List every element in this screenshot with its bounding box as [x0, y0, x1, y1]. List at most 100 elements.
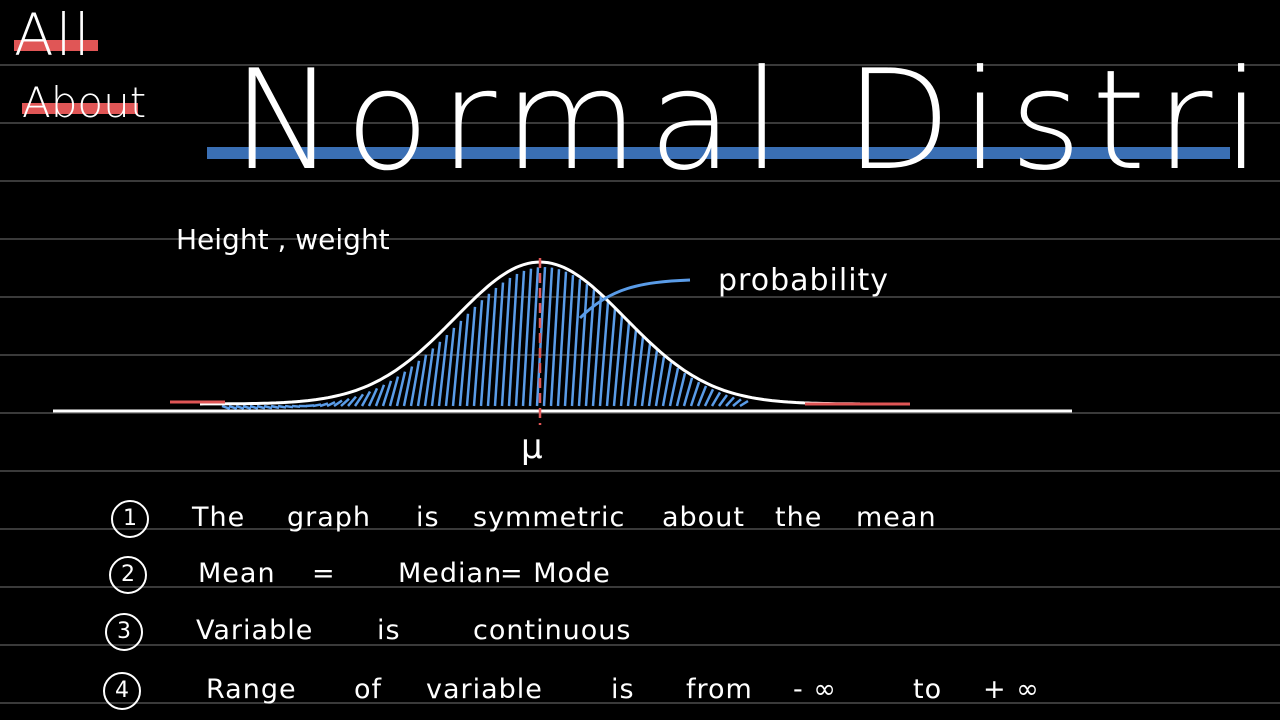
shade-stroke: [570, 279, 582, 407]
shade-stroke: [528, 267, 540, 407]
shade-stroke: [270, 404, 280, 410]
shade-stroke: [249, 404, 259, 410]
property-row: 2 Mean = Median = Mode: [0, 0, 1280, 594]
shade-stroke: [353, 393, 365, 407]
shade-stroke: [437, 334, 449, 407]
property-row: 1 The graph is symmetric about the mean: [0, 0, 1280, 538]
shade-stroke: [367, 387, 379, 407]
property-word: Range: [206, 674, 297, 705]
shade-stroke: [326, 400, 336, 408]
shade-stroke: [626, 329, 638, 407]
shade-stroke: [409, 360, 421, 407]
property-word: variable: [426, 674, 543, 705]
shade-stroke: [500, 277, 512, 407]
shade-stroke: [605, 308, 617, 407]
shade-stroke: [675, 372, 687, 407]
shade-stroke: [458, 313, 470, 407]
shade-stroke: [584, 289, 596, 407]
shade-stroke: [717, 394, 729, 407]
shade-stroke: [402, 366, 414, 407]
shade-stroke: [242, 404, 252, 410]
property-word: =: [312, 558, 336, 589]
property-word: from: [686, 674, 753, 705]
property-word: is: [416, 502, 440, 533]
shade-stroke: [221, 404, 231, 411]
shade-stroke: [347, 395, 357, 407]
shade-stroke: [395, 371, 407, 407]
shade-stroke: [319, 402, 329, 408]
shade-stroke: [465, 306, 477, 407]
shade-stroke: [416, 354, 428, 407]
shade-stroke: [633, 336, 645, 407]
property-word: is: [377, 615, 401, 646]
shade-stroke: [514, 270, 526, 407]
shade-stroke: [423, 348, 435, 407]
shade-stroke: [291, 404, 301, 408]
badge-strike-2: [22, 103, 138, 114]
property-number-badge: 1: [111, 500, 149, 538]
shade-stroke: [493, 282, 505, 407]
shade-stroke: [542, 267, 554, 407]
property-number-badge: 3: [105, 613, 143, 651]
shade-stroke: [256, 404, 266, 410]
probability-shading: [221, 266, 749, 411]
shade-stroke: [333, 399, 343, 408]
property-word: Median: [398, 558, 503, 589]
property-word: - ∞: [793, 674, 837, 705]
shade-stroke: [725, 396, 735, 407]
shade-stroke: [668, 367, 680, 407]
property-word: of: [354, 674, 383, 705]
shade-stroke: [277, 404, 287, 409]
property-word: Variable: [196, 615, 314, 646]
shade-stroke: [312, 403, 322, 408]
shade-stroke: [612, 315, 624, 407]
shade-stroke: [647, 350, 659, 407]
shade-stroke: [284, 404, 294, 409]
bell-curve: [199, 260, 860, 406]
axis-label: Height , weight: [176, 223, 390, 256]
property-number-badge: 4: [103, 672, 141, 710]
shade-stroke: [479, 293, 491, 407]
probability-label: probability: [718, 263, 890, 298]
shade-stroke: [430, 341, 442, 407]
badge-all: All: [14, 1, 92, 69]
page-title: Normal Distribution: [232, 40, 1280, 201]
mean-label: μ: [521, 427, 543, 467]
shade-stroke: [235, 404, 245, 410]
shade-stroke: [703, 388, 715, 407]
shade-stroke: [682, 377, 694, 407]
shade-stroke: [305, 404, 315, 408]
shade-stroke: [556, 271, 568, 407]
property-word: + ∞: [983, 674, 1040, 705]
shade-stroke: [710, 391, 722, 407]
property-word: is: [611, 674, 635, 705]
shade-stroke: [640, 343, 652, 407]
shade-stroke: [472, 300, 484, 407]
shade-stroke: [661, 362, 673, 407]
shade-stroke: [689, 381, 701, 407]
shade-stroke: [263, 404, 273, 410]
shade-stroke: [732, 398, 742, 407]
shade-stroke: [591, 295, 603, 407]
shade-stroke: [521, 268, 533, 407]
property-word: symmetric: [473, 502, 626, 533]
shade-stroke: [451, 320, 463, 407]
shade-stroke: [563, 274, 575, 407]
property-word: continuous: [473, 615, 632, 646]
shade-stroke: [381, 380, 393, 407]
property-word: graph: [287, 502, 372, 533]
shade-stroke: [340, 397, 350, 407]
property-word: mean: [856, 502, 937, 533]
shade-stroke: [739, 399, 749, 408]
shade-stroke: [507, 273, 519, 407]
shade-stroke: [696, 385, 708, 407]
badge-strike-1: [14, 40, 98, 51]
property-word: The: [192, 502, 246, 533]
badge-about: About: [22, 78, 147, 127]
shade-stroke: [654, 356, 666, 407]
shade-stroke: [549, 269, 561, 407]
property-word: = Mode: [500, 558, 611, 589]
property-word: to: [913, 674, 943, 705]
